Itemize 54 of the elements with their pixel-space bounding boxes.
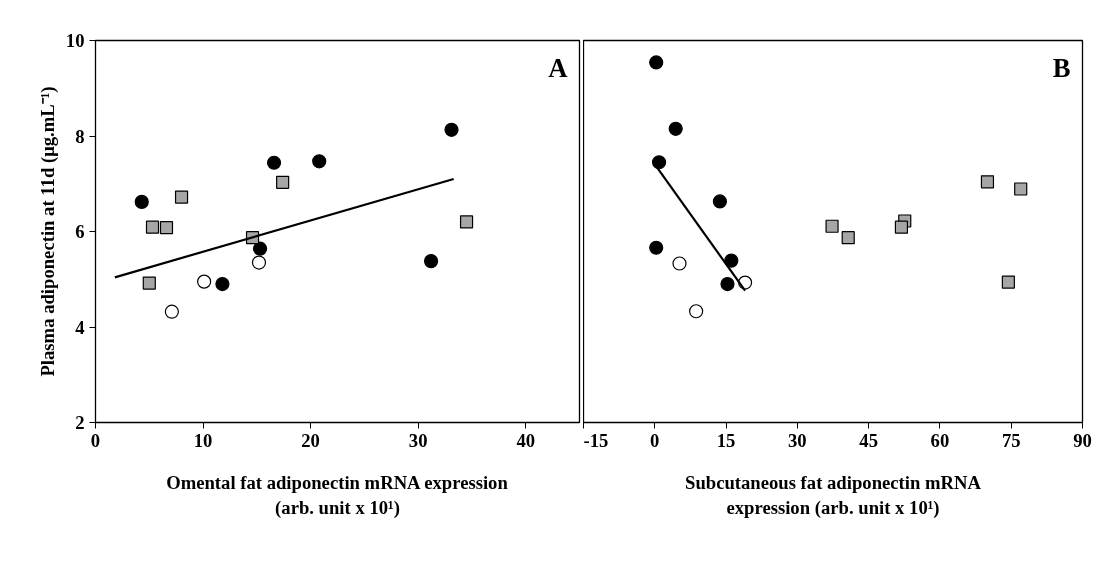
point xyxy=(825,219,839,233)
point xyxy=(145,220,160,234)
point xyxy=(689,304,704,319)
point xyxy=(894,220,909,234)
x-tick-label: 20 xyxy=(301,429,320,451)
x-tick-label: 30 xyxy=(788,429,807,451)
point xyxy=(444,122,459,137)
x-tick-label: 60 xyxy=(930,429,950,451)
x-axis-title: Omental fat adiponectin mRNA expression (arb. unit x 10¹) xyxy=(166,471,509,519)
point xyxy=(841,231,855,245)
y-tick-label: 6 xyxy=(75,221,85,242)
point xyxy=(980,175,995,189)
x-tick-label: 0 xyxy=(650,429,660,451)
y-tick-label: 8 xyxy=(75,125,85,147)
point xyxy=(174,190,189,204)
x-tick-label: 15 xyxy=(716,429,736,451)
y-tick-label: 10 xyxy=(65,30,85,51)
point xyxy=(1014,182,1028,196)
point xyxy=(423,254,439,269)
x-tick-label: 30 xyxy=(408,429,428,451)
x-tick-label: -15 xyxy=(583,429,609,451)
point xyxy=(720,276,735,292)
x-tick-label: 0 xyxy=(90,429,101,451)
point xyxy=(712,194,727,209)
point xyxy=(276,175,290,189)
annotation: A xyxy=(548,52,569,83)
point xyxy=(197,274,212,289)
annotation: B xyxy=(1052,52,1071,83)
x-axis-title: Subcutaneous fat adiponectin mRNA expression (arb. unit x 10¹) xyxy=(685,471,982,519)
point xyxy=(252,241,268,256)
x-tick-label: 10 xyxy=(193,429,213,451)
point xyxy=(1001,275,1015,289)
point xyxy=(134,194,149,209)
x-tick-label: 45 xyxy=(859,429,878,451)
point xyxy=(459,215,474,229)
point xyxy=(649,240,664,255)
y-tick-label: 2 xyxy=(75,412,85,433)
point xyxy=(159,221,174,235)
point xyxy=(724,253,739,268)
point xyxy=(672,256,687,271)
point xyxy=(668,121,683,136)
x-tick-label: 90 xyxy=(1073,429,1092,451)
point xyxy=(142,276,156,290)
x-tick-label: 75 xyxy=(1001,429,1021,451)
point xyxy=(251,255,267,270)
point xyxy=(215,276,230,292)
point xyxy=(649,55,664,70)
x-tick-label: 40 xyxy=(516,429,536,451)
point xyxy=(164,304,179,319)
point xyxy=(312,154,327,169)
y-axis-title: Plasma adiponectin at 11d (μg.mL⁻¹) xyxy=(36,86,59,377)
y-tick-label: 4 xyxy=(75,316,85,338)
point xyxy=(266,155,282,170)
point xyxy=(651,155,667,170)
